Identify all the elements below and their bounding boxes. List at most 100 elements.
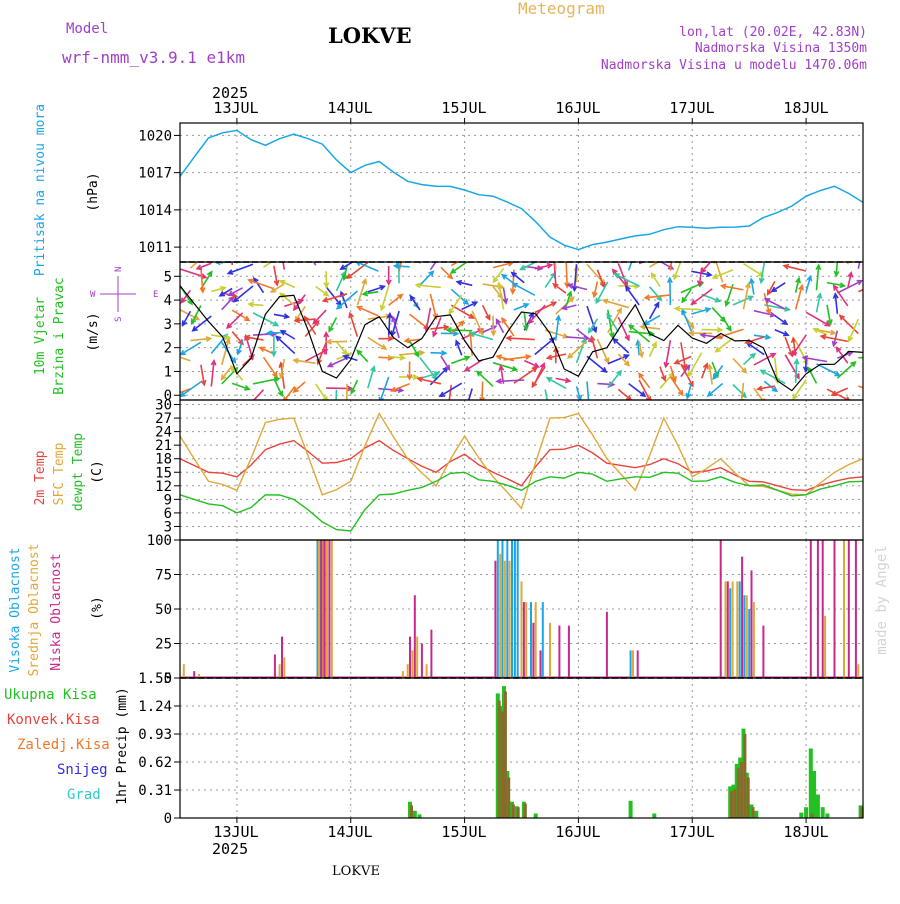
top-day-label: 14JUL (327, 99, 372, 117)
wind-arrow (660, 373, 673, 388)
product-title: Meteogram (518, 0, 605, 18)
wind-arrow (577, 339, 586, 363)
total-rain-bar (413, 811, 417, 818)
wind-arrow-head (445, 251, 450, 255)
low-cloud-bar (848, 540, 850, 678)
mid-cloud-bar (283, 657, 285, 678)
bottom-day-label: 14JUL (327, 823, 372, 841)
precip-legend-total: Ukupna Kisa (4, 687, 97, 703)
total-rain-bar (629, 801, 633, 818)
wind-arrow (710, 241, 723, 257)
y-tick-label: 1020 (138, 128, 172, 144)
wind-arrow (341, 259, 358, 269)
compass-w: W (90, 290, 96, 300)
wind-arrow (276, 337, 294, 354)
convective-rain-bar (524, 804, 527, 819)
high-cloud-bar (630, 650, 632, 678)
wind-arrow (465, 360, 482, 371)
wind-arrow (566, 260, 567, 287)
mid-cloud-bar (183, 664, 185, 678)
y-tick-label: 2 (164, 341, 172, 357)
pressure-label: Pritisak na nivou mora (33, 104, 48, 276)
wind-arrow (603, 300, 628, 308)
wind-arrow-head (481, 243, 486, 248)
wind-arrow (639, 374, 650, 388)
precip-legend-hail: Grad (67, 787, 101, 803)
low-cloud-bar (328, 540, 330, 678)
wind-arrow-head (402, 244, 406, 249)
high-cloud-bar (748, 609, 750, 678)
station-title: LOKVE (328, 23, 412, 48)
wind-arrow (618, 389, 631, 400)
wind-arrow (281, 248, 285, 270)
mid-cloud-bar (824, 616, 826, 678)
total-rain-bar (804, 807, 808, 818)
top-day-label: 16JUL (555, 99, 600, 117)
wind-arrow (445, 252, 461, 260)
low-cloud-bar (193, 671, 195, 678)
low-cloud-bar (741, 557, 743, 678)
wind-arrow (493, 363, 517, 370)
wind-arrow (497, 380, 524, 381)
low-cloud-bar (720, 540, 722, 678)
y-tick-label: 1.24 (138, 699, 172, 715)
wind-label-2: Brzina i Pravac (52, 277, 67, 394)
top-day-label: 13JUL (213, 99, 258, 117)
pressure-plot (180, 130, 863, 249)
low-cloud-bar (606, 612, 608, 678)
wind-arrow (441, 267, 452, 278)
high-cloud-bar (743, 595, 745, 678)
high-cloud-bar (739, 581, 741, 678)
low-cloud-bar (558, 626, 560, 678)
wind-arrow-head (879, 354, 884, 359)
wind-arrow (639, 380, 650, 401)
wind-arrow (613, 339, 628, 353)
wind-arrow-head (165, 358, 170, 363)
wind-arrow (227, 313, 242, 328)
wind-arrow (608, 241, 610, 262)
wind-arrow (827, 256, 844, 262)
wind-arrow (411, 296, 420, 310)
wind-arrow (535, 302, 556, 312)
precip-legend-snow: Snijeg (57, 762, 108, 778)
convective-rain-bar (504, 692, 507, 819)
wind-arrow-head (334, 406, 339, 411)
wind-arrow (483, 243, 484, 258)
cloud-label-low: Niska Oblacnost (49, 553, 64, 670)
wind-arrow (314, 310, 327, 323)
wind-arrow (744, 264, 764, 276)
wind-arrow-head (303, 241, 307, 246)
wind-arrow (597, 339, 608, 362)
wind-arrow-head (710, 241, 715, 246)
wind-arrow (683, 310, 692, 331)
wind-arrow (554, 257, 556, 284)
bottom-day-labels: 13JUL 14JUL 15JUL 16JUL 17JUL 18JUL (213, 823, 828, 841)
convective-rain-bar (740, 762, 743, 818)
wind-arrow (587, 382, 589, 407)
y-tick-label: 1.55 (138, 671, 172, 687)
compass-s: S (114, 317, 124, 322)
low-cloud-bar (532, 623, 534, 678)
temp-label-2m: 2m Temp (33, 450, 48, 505)
wind-arrow (222, 241, 235, 263)
wind-arrow (670, 278, 671, 305)
total-rain-bar (812, 771, 816, 818)
cloud-label-mid: Srednja Oblacnost (27, 543, 42, 676)
low-cloud-bar (421, 644, 423, 679)
mid-cloud-bar (426, 664, 428, 678)
wind-arrow (477, 372, 493, 387)
wind-arrow (750, 258, 775, 261)
wind-arrow (294, 382, 305, 392)
wind-arrow (222, 297, 234, 310)
wind-arrow (228, 264, 253, 273)
low-cloud-bar (568, 626, 570, 678)
mid-cloud-bar (732, 581, 734, 678)
low-cloud-bar (822, 540, 824, 678)
total-rain-bar (821, 807, 825, 818)
top-day-label: 18JUL (783, 99, 828, 117)
y-tick-label: 1017 (138, 166, 172, 182)
wind-arrow (837, 362, 855, 378)
wind-arrow (568, 341, 587, 358)
wind-arrow (181, 342, 201, 354)
y-tick-label: 50 (155, 602, 172, 618)
